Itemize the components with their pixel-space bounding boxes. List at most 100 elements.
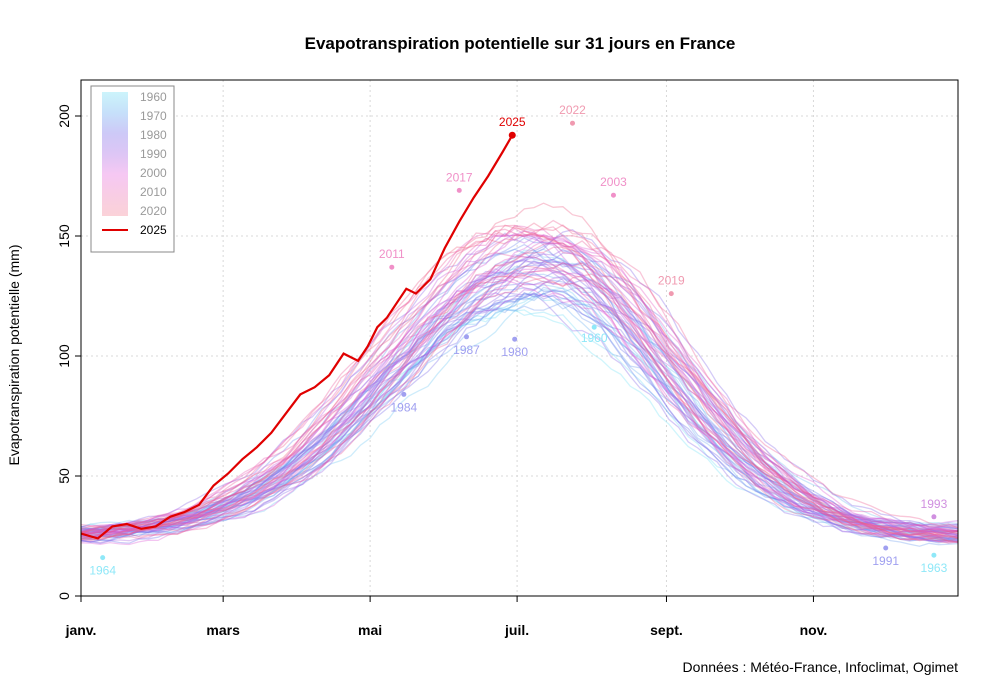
- annotation-label-2011: 2011: [379, 247, 405, 261]
- source-credit: Données : Météo-France, Infoclimat, Ogim…: [683, 659, 959, 675]
- series-line-2016: [80, 240, 959, 544]
- series-line-1972: [80, 248, 959, 547]
- series-line-1992: [80, 261, 959, 537]
- series-line-2001: [80, 233, 959, 538]
- series-line-2023: [80, 274, 959, 542]
- historical-series: [80, 202, 959, 547]
- y-axis-label: Evapotranspiration potentielle (mm): [6, 245, 22, 466]
- series-line-1998: [80, 232, 959, 533]
- legend-label-1990: 1990: [140, 147, 167, 161]
- annotation-label-2003: 2003: [600, 175, 627, 189]
- series-line-2011: [80, 267, 959, 534]
- series-line-2024: [80, 233, 959, 536]
- highlight-series-layer: [80, 134, 514, 540]
- annotation-marker-2011: [389, 264, 395, 270]
- series-line-1978: [80, 281, 959, 532]
- y-tick-label: 200: [56, 104, 72, 128]
- series-line-2009: [80, 225, 959, 539]
- y-tick-label: 0: [56, 592, 72, 600]
- annotation-label-1987: 1987: [453, 343, 480, 357]
- annotation-label-2022: 2022: [559, 103, 586, 117]
- annotation-marker-2017: [456, 187, 462, 193]
- series-line-1983: [80, 277, 959, 536]
- series-line-1966: [80, 258, 959, 532]
- series-line-1961: [80, 294, 959, 541]
- series-line-1968: [80, 293, 959, 542]
- x-tick-label: sept.: [650, 622, 683, 638]
- legend-label-2010: 2010: [140, 185, 167, 199]
- y-tick-label: 100: [56, 344, 72, 368]
- series-line-2005: [80, 275, 959, 537]
- series-line-2010: [80, 269, 959, 538]
- series-line-1967: [80, 284, 959, 539]
- grid: [80, 80, 958, 597]
- series-line-2017: [80, 224, 959, 542]
- legend: 1960 1970 1980 1990 2000 2010 2020 2025: [90, 85, 175, 253]
- annotation-marker-1984: [401, 391, 407, 397]
- x-tick-label: mars: [206, 622, 240, 638]
- annotation-marker-1964: [100, 555, 106, 561]
- x-tick-label: juil.: [504, 622, 529, 638]
- legend-label-1960: 1960: [140, 90, 167, 104]
- annotation-label-1991: 1991: [872, 554, 899, 568]
- series-line-2012: [80, 252, 959, 528]
- series-line-1984: [80, 270, 959, 542]
- series-line-2007: [80, 240, 959, 538]
- series-line-2021: [80, 222, 959, 537]
- series-line-2015: [80, 273, 959, 540]
- series-line-1971: [80, 292, 959, 533]
- plot-frame: [80, 79, 959, 597]
- annotation-marker-2025: [508, 131, 516, 139]
- y-axis: 0 50 100 150 200: [56, 104, 81, 600]
- legend-color-bar: [102, 92, 128, 216]
- annotation-label-1964: 1964: [89, 564, 116, 578]
- annotation-label-1980: 1980: [501, 345, 528, 359]
- series-line-1965: [80, 289, 959, 535]
- series-line-2019: [80, 225, 959, 544]
- legend-label-2020: 2020: [140, 204, 167, 218]
- legend-label-1970: 1970: [140, 109, 167, 123]
- series-line-1964: [80, 287, 959, 540]
- annotation-marker-2003: [610, 192, 616, 198]
- series-line-2022: [80, 202, 959, 539]
- series-line-1989: [80, 232, 959, 538]
- series-line-1974: [80, 279, 959, 530]
- annotation-marker-1991: [883, 545, 889, 551]
- series-line-1994: [80, 252, 959, 540]
- series-line-1981: [80, 264, 959, 545]
- series-line-1991: [80, 258, 959, 533]
- series-line-1987: [80, 228, 959, 535]
- series-line-1995: [80, 263, 959, 544]
- legend-label-2025: 2025: [140, 223, 167, 237]
- series-line-1997: [80, 276, 959, 533]
- legend-label-2000: 2000: [140, 166, 167, 180]
- series-line-1986: [80, 252, 959, 533]
- series-line-2003: [80, 268, 959, 546]
- series-line-2025: [80, 134, 514, 540]
- series-line-2004: [80, 234, 959, 530]
- annotation-marker-1993: [931, 514, 937, 520]
- legend-label-1980: 1980: [140, 128, 167, 142]
- x-tick-label: nov.: [800, 622, 828, 638]
- series-line-1969: [80, 268, 959, 543]
- series-line-1985: [80, 290, 959, 534]
- annotation-label-2019: 2019: [658, 274, 685, 288]
- annotation-marker-1980: [512, 336, 518, 342]
- annotation-marker-1987: [463, 334, 469, 340]
- series-line-1982: [80, 292, 959, 543]
- annotations: 1964 2011 1984 2017 1987 2025 1980 2022 1960 2003…: [89, 103, 947, 577]
- annotation-marker-1960: [591, 324, 597, 330]
- series-line-1990: [80, 248, 959, 537]
- annotation-label-1993: 1993: [921, 497, 948, 511]
- series-line-1975: [80, 243, 959, 534]
- series-line-1959: [80, 308, 959, 534]
- annotation-label-1963: 1963: [921, 561, 948, 575]
- annotation-label-1984: 1984: [391, 400, 418, 414]
- y-tick-label: 150: [56, 224, 72, 248]
- series-line-1999: [81, 230, 959, 539]
- annotation-label-2025: 2025: [499, 115, 526, 129]
- annotation-marker-2019: [668, 291, 674, 297]
- series-line-1980: [80, 291, 959, 538]
- series-line-1979: [80, 234, 958, 534]
